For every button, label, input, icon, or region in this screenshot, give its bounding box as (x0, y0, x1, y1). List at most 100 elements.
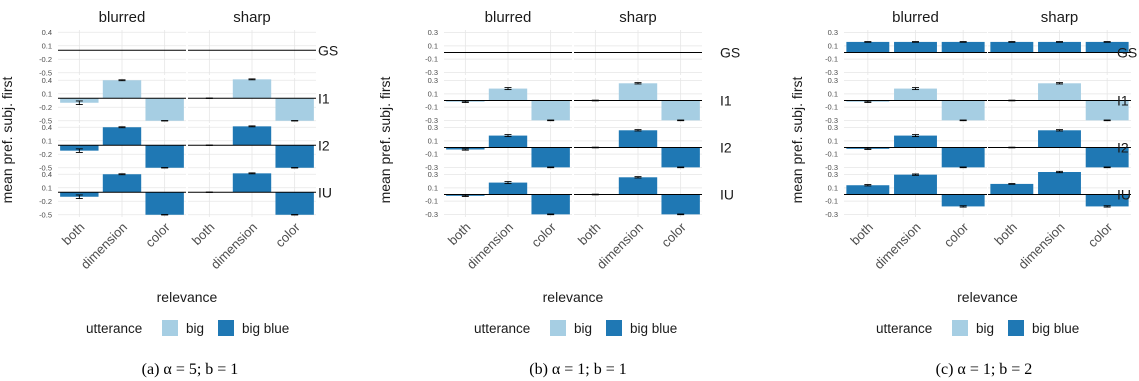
y-tick-label: -0.2 (39, 55, 52, 64)
x-tick-label-color: color (528, 219, 559, 250)
legend-swatch-big (162, 320, 178, 336)
bar-I1-blurred-dimension (102, 80, 142, 99)
bar-IU-sharp-color (661, 194, 700, 215)
facet-column-label-blurred: blurred (99, 9, 146, 26)
y-tick-label: -0.5 (39, 163, 52, 172)
bar-IU-blurred-color (531, 194, 570, 215)
bar-IU-blurred-both (846, 185, 890, 195)
bar-I1-sharp-dimension (232, 79, 272, 99)
legend-swatch-big-blue (1008, 320, 1024, 336)
x-axis-label: relevance (957, 289, 1018, 305)
y-tick-label: -0.1 (825, 150, 838, 159)
x-tick-label-dimension: dimension (78, 220, 131, 273)
bar-I1-blurred-dimension (488, 88, 528, 101)
y-tick-label: -0.1 (425, 150, 438, 159)
bar-I2-blurred-both (60, 145, 99, 151)
x-tick-label-both: both (991, 220, 1020, 249)
bar-I2-blurred-dimension (102, 127, 142, 146)
y-tick-label: 0.3 (428, 28, 438, 37)
y-tick-label: 0.3 (428, 170, 438, 179)
figure-caption: (b) α = 1; b = 1 (529, 361, 627, 378)
y-axis-label: mean pref. subj. first (789, 76, 805, 203)
bar-I2-blurred-dimension (488, 135, 528, 148)
bar-I1-sharp-color (661, 100, 700, 121)
y-tick-label: -0.3 (825, 210, 838, 219)
legend-swatch-big (952, 320, 968, 336)
legend-item-big-blue: big blue (1032, 321, 1079, 336)
y-tick-label: 0.1 (42, 89, 52, 98)
bar-I2-sharp-color (661, 147, 700, 168)
y-tick-label: -0.1 (425, 55, 438, 64)
y-tick-label: 0.1 (42, 183, 52, 192)
legend-swatch-big-blue (218, 320, 234, 336)
x-tick-label-dimension: dimension (871, 220, 924, 273)
y-tick-label: -0.2 (39, 197, 52, 206)
facet-column-label-sharp: sharp (233, 9, 271, 26)
facet-row-label-I2: I2 (1117, 140, 1129, 156)
y-tick-label: -0.3 (825, 163, 838, 172)
bar-IU-sharp-dimension (232, 173, 272, 193)
bar-I2-blurred-color (941, 147, 985, 168)
bar-I1-blurred-color (531, 100, 570, 121)
bar-I1-sharp-color (275, 98, 314, 121)
facet-column-label-blurred: blurred (485, 9, 532, 26)
bar-I2-blurred-dimension (894, 135, 937, 148)
legend-swatch-big-blue (606, 320, 622, 336)
x-tick-label-both: both (59, 220, 88, 249)
y-tick-label: -0.1 (825, 197, 838, 206)
y-tick-label: 0.3 (428, 76, 438, 85)
y-tick-label: -0.5 (39, 210, 52, 219)
facet-column-label-sharp: sharp (1041, 9, 1079, 26)
y-tick-label: -0.3 (825, 68, 838, 77)
bar-GS-blurred-color (941, 41, 985, 53)
x-tick-label-both: both (189, 220, 218, 249)
y-tick-label: -0.5 (39, 68, 52, 77)
bar-GS-blurred-both (846, 41, 890, 53)
bar-IU-blurred-dimension (894, 174, 937, 195)
x-tick-label-color: color (272, 219, 303, 250)
x-tick-label-dimension: dimension (464, 220, 517, 273)
y-tick-label: 0.3 (828, 170, 838, 179)
bar-IU-sharp-dimension (618, 177, 658, 195)
bar-I2-sharp-dimension (232, 126, 272, 146)
y-tick-label: -0.3 (425, 68, 438, 77)
bar-IU-blurred-color (941, 194, 985, 207)
bar-GS-sharp-dimension (1038, 41, 1081, 53)
bar-IU-sharp-both (990, 183, 1034, 195)
x-tick-label-color: color (941, 219, 972, 250)
y-tick-label: -0.5 (39, 116, 52, 125)
y-tick-label: 0.3 (428, 123, 438, 132)
legend-item-big-blue: big blue (630, 321, 677, 336)
facet-row-label-I1: I1 (318, 90, 330, 106)
y-tick-label: 0.4 (42, 123, 52, 132)
bar-IU-blurred-dimension (488, 182, 528, 195)
y-tick-label: 0.1 (428, 41, 438, 50)
facet-row-label-I1: I1 (1117, 93, 1129, 109)
y-tick-label: -0.1 (825, 103, 838, 112)
x-tick-label-color: color (1085, 219, 1116, 250)
bar-IU-sharp-color (275, 192, 314, 215)
facet-column-label-blurred: blurred (892, 9, 939, 26)
facet-row-label-I2: I2 (318, 137, 330, 153)
legend-swatch-big (550, 320, 566, 336)
y-tick-label: -0.3 (425, 210, 438, 219)
bar-GS-blurred-dimension (894, 41, 937, 53)
x-tick-label-dimension: dimension (208, 220, 261, 273)
y-tick-label: -0.1 (425, 103, 438, 112)
facet-row-label-I1: I1 (720, 93, 732, 109)
y-tick-label: 0.4 (42, 76, 52, 85)
bar-GS-sharp-color (1085, 41, 1129, 53)
y-tick-label: -0.3 (825, 116, 838, 125)
x-tick-label-both: both (445, 220, 474, 249)
y-tick-label: 0.1 (828, 183, 838, 192)
y-tick-label: 0.3 (828, 76, 838, 85)
y-tick-label: -0.1 (425, 197, 438, 206)
bar-IU-blurred-color (145, 192, 184, 215)
x-axis-label: relevance (543, 289, 604, 305)
facet-row-label-IU: IU (318, 184, 332, 200)
y-tick-label: -0.3 (425, 116, 438, 125)
y-tick-label: -0.3 (425, 163, 438, 172)
facet-row-label-I2: I2 (720, 140, 732, 156)
y-tick-label: 0.1 (428, 183, 438, 192)
